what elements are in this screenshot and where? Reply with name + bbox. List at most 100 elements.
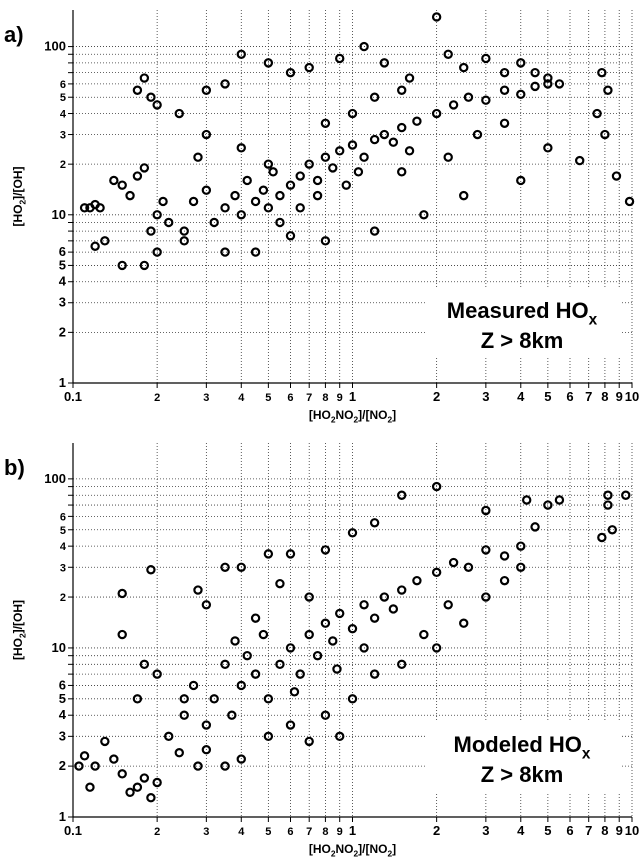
- point: [201, 185, 212, 195]
- point: [193, 152, 203, 162]
- x-tick-label: 9: [337, 392, 343, 404]
- y-tick-label: 4: [60, 541, 67, 553]
- x-tick-label: 9: [616, 823, 623, 838]
- point: [295, 203, 305, 213]
- annotation: Z > 8km: [481, 762, 564, 787]
- point: [220, 79, 230, 89]
- point: [275, 190, 285, 201]
- point: [117, 180, 127, 190]
- point: [220, 562, 230, 572]
- y-tick-label: 10: [52, 640, 66, 655]
- x-tick-label: 1: [349, 823, 356, 838]
- point: [448, 557, 459, 568]
- point: [347, 694, 358, 704]
- point: [275, 578, 285, 589]
- x-tick-label: 2: [154, 392, 160, 404]
- point: [359, 643, 369, 653]
- x-tick-label: 6: [287, 392, 293, 404]
- point: [220, 247, 230, 257]
- point: [132, 85, 143, 95]
- point: [459, 62, 469, 73]
- point: [263, 203, 274, 213]
- subscript: 2: [18, 200, 28, 205]
- label-part: Modeled HO: [454, 732, 582, 757]
- x-tick-label: 5: [544, 389, 551, 404]
- point: [193, 761, 203, 771]
- y-axis-label: [HO2]/[OH]: [11, 600, 28, 660]
- point: [132, 782, 143, 792]
- point: [320, 545, 331, 555]
- point: [312, 190, 323, 201]
- point: [388, 604, 399, 614]
- y-tick-label: 2: [60, 159, 66, 171]
- annotation: Measured HOx: [447, 298, 598, 329]
- y-tick-label: 2: [59, 324, 66, 339]
- point: [603, 500, 613, 510]
- point: [521, 495, 532, 505]
- point: [554, 79, 565, 89]
- point: [188, 196, 199, 207]
- x-tick-label: 4: [517, 389, 525, 404]
- point: [404, 73, 415, 83]
- label-part: ]/[NO: [358, 842, 387, 856]
- y-tick-label: 5: [59, 691, 66, 706]
- y-tick-label: 1: [59, 375, 66, 390]
- x-tick-label: 3: [203, 826, 209, 838]
- point: [312, 175, 323, 186]
- x-tick-label: 7: [306, 826, 312, 838]
- point: [209, 217, 219, 228]
- point: [347, 140, 358, 150]
- point: [263, 58, 274, 68]
- point: [146, 793, 156, 803]
- point: [404, 146, 415, 156]
- point: [236, 210, 246, 220]
- point: [146, 565, 156, 575]
- x-tick-label: 3: [482, 823, 489, 838]
- point: [443, 600, 453, 610]
- y-tick-label: 6: [59, 677, 66, 692]
- point: [242, 650, 252, 661]
- point: [179, 236, 189, 246]
- x-tick-label: 6: [566, 389, 573, 404]
- label-part: NO: [336, 842, 354, 856]
- subscript: x: [589, 312, 598, 329]
- x-tick-label: 4: [517, 823, 525, 838]
- point: [320, 152, 331, 162]
- point: [242, 175, 252, 186]
- point: [139, 163, 150, 173]
- point: [481, 592, 491, 602]
- point: [499, 85, 510, 95]
- point: [332, 664, 342, 674]
- point: [152, 100, 162, 110]
- point: [347, 623, 358, 634]
- point: [74, 761, 84, 771]
- point: [289, 687, 300, 697]
- point: [263, 159, 274, 169]
- point: [236, 49, 246, 59]
- x-tick-label: 9: [616, 389, 623, 404]
- point: [388, 137, 399, 147]
- point: [193, 585, 203, 595]
- point: [79, 203, 90, 213]
- y-tick-label: 3: [59, 728, 66, 743]
- x-tick-label: 5: [544, 823, 551, 838]
- point: [597, 67, 607, 78]
- point: [516, 541, 526, 551]
- y-tick-label: 3: [60, 562, 66, 574]
- point: [109, 175, 119, 186]
- point: [481, 505, 491, 516]
- x-tick-label: 4: [238, 392, 245, 404]
- point: [543, 500, 553, 510]
- point: [125, 787, 135, 797]
- point: [100, 236, 110, 246]
- point: [250, 669, 261, 679]
- point: [152, 777, 162, 788]
- y-tick-label: 5: [60, 525, 66, 537]
- point: [369, 518, 380, 528]
- point: [448, 100, 459, 110]
- label-part: ]: [392, 408, 396, 422]
- point: [431, 567, 442, 578]
- panel-label: b): [4, 455, 25, 480]
- point: [554, 495, 565, 505]
- label-part: ]/[OH]: [11, 167, 25, 200]
